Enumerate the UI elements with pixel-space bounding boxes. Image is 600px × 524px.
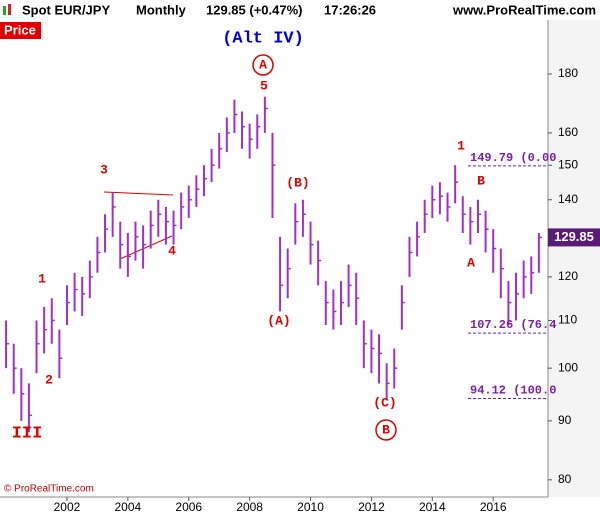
icon — [8, 4, 11, 15]
wedge-line — [103, 191, 174, 196]
y-tick-label: 140 — [558, 192, 578, 206]
annotation: (B) — [286, 175, 309, 190]
change: 129.85 (+0.47%) — [206, 2, 302, 17]
symbol: Spot EUR/JPY — [22, 2, 110, 17]
fib-label: 149.79 (0.00 — [470, 151, 556, 165]
x-tick-label: 2002 — [54, 500, 81, 514]
annotation: B — [477, 173, 485, 188]
y-tick-label: 120 — [558, 269, 578, 283]
fib-label: 107.26 (76.4 — [470, 318, 556, 332]
wave-circle — [375, 419, 397, 441]
period: Monthly — [136, 2, 187, 17]
annotation: 1 — [457, 138, 465, 153]
site: www.ProRealTime.com — [452, 2, 596, 17]
annotation: III — [12, 424, 43, 443]
x-tick-label: 2008 — [236, 500, 263, 514]
annotation: 5 — [260, 78, 268, 93]
x-tick-label: 2010 — [297, 500, 324, 514]
fib-label: 94.12 (100.0 — [470, 384, 556, 398]
annotation: A — [259, 57, 267, 72]
last-price-box — [548, 228, 600, 247]
panel-label-box — [0, 22, 41, 39]
annotation: 3 — [100, 162, 108, 177]
price-bars — [5, 96, 542, 433]
annotation: (A) — [267, 313, 290, 328]
annotation: 2 — [45, 372, 53, 387]
annotation: B — [382, 422, 390, 437]
y-tick-label: 80 — [558, 472, 572, 486]
y-tick-label: 110 — [558, 313, 577, 327]
x-tick-label: 2004 — [115, 500, 142, 514]
y-axis-panel — [548, 20, 600, 497]
annotation: 4 — [168, 243, 176, 258]
annotation: (Alt IV) — [222, 29, 304, 48]
annotation: (C) — [373, 395, 396, 410]
panel-label: Price — [4, 22, 36, 37]
last-price-label: 129.85 — [554, 229, 594, 244]
y-tick-label: 160 — [558, 125, 578, 139]
x-tick-label: 2012 — [358, 500, 385, 514]
time: 17:26:26 — [324, 2, 376, 17]
annotation: 1 — [38, 271, 46, 286]
icon — [3, 6, 6, 15]
y-tick-label: 90 — [558, 413, 572, 427]
wave-circle — [252, 54, 274, 76]
y-tick-label: 180 — [558, 66, 578, 80]
x-tick-label: 2006 — [175, 500, 202, 514]
footer: © ProRealTime.com — [4, 484, 94, 495]
y-tick-label: 100 — [558, 360, 578, 374]
annotation: A — [467, 255, 475, 270]
x-tick-label: 2016 — [480, 500, 507, 514]
x-tick-label: 2014 — [419, 500, 446, 514]
y-tick-label: 150 — [558, 157, 578, 171]
